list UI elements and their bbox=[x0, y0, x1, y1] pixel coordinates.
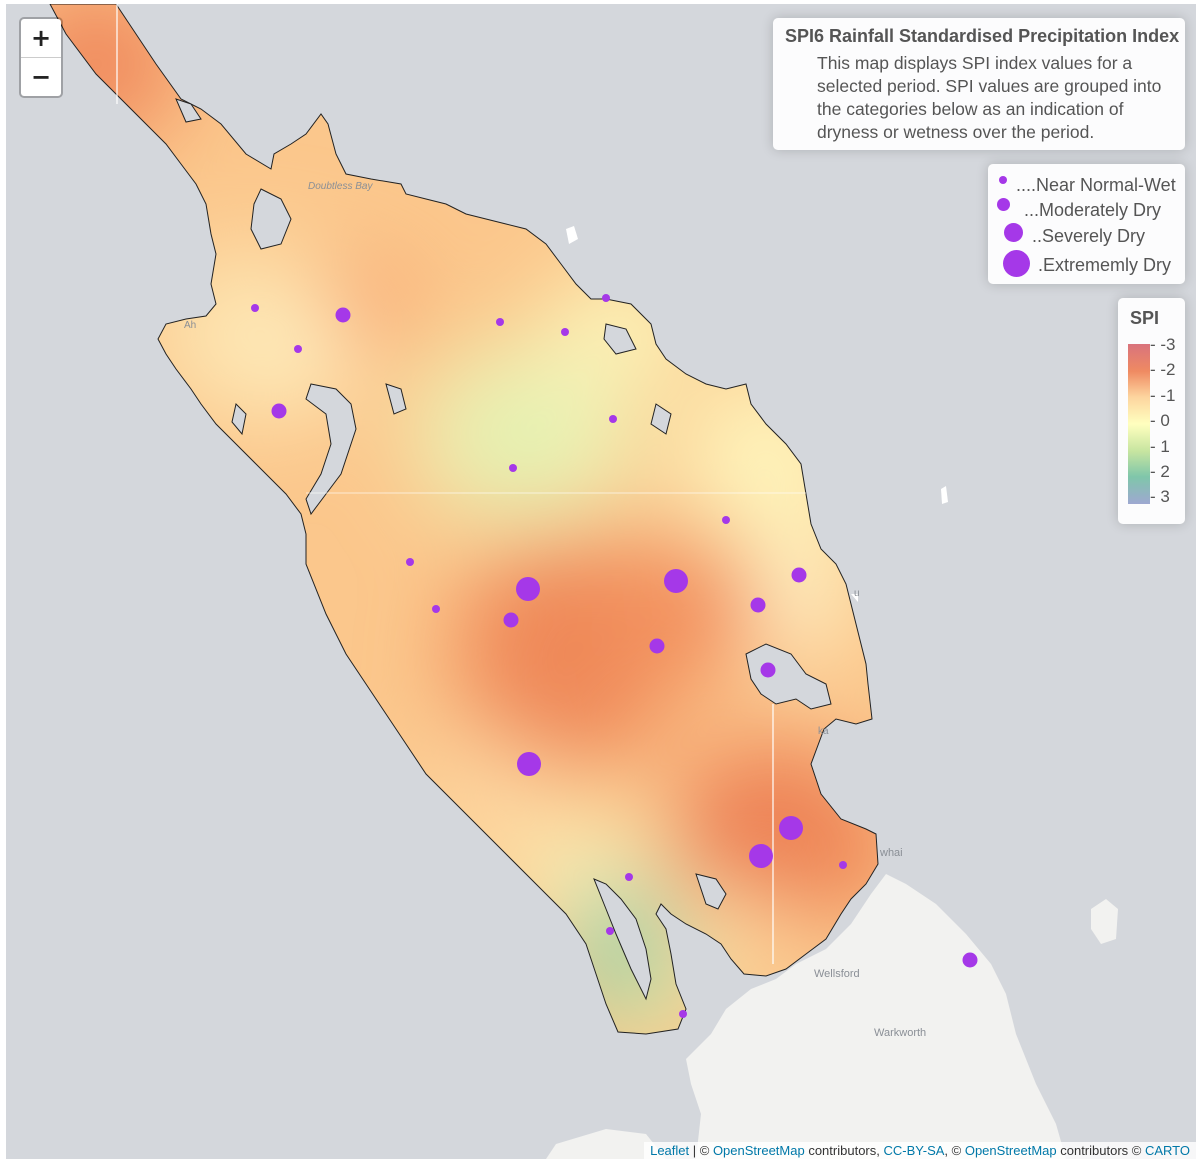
label-whangarei-heads: ka bbox=[818, 726, 829, 737]
ccbysa-link[interactable]: CC-BY-SA bbox=[883, 1143, 945, 1158]
label-warkworth: Warkworth bbox=[874, 1027, 927, 1039]
marker-swatch-xlarge bbox=[1003, 250, 1030, 277]
spi-tick-label: - -1 bbox=[1150, 385, 1176, 405]
spi-tick-label: - 0 bbox=[1150, 411, 1170, 431]
spi-legend-title: SPI bbox=[1130, 308, 1160, 328]
zoom-in-button[interactable]: + bbox=[30, 24, 52, 52]
spi-tick-label: - 1 bbox=[1150, 436, 1170, 456]
osm-link-2[interactable]: OpenStreetMap bbox=[964, 1143, 1057, 1158]
info-title: SPI6 Rainfall Standardised Precipitation… bbox=[785, 26, 1180, 46]
zoom-out-button[interactable]: − bbox=[21, 57, 61, 96]
spi-tick-label: - -2 bbox=[1150, 360, 1176, 380]
spi-legend: SPI - -3 - -2 - -1 - 0 - 1 - 2 - 3 bbox=[1118, 298, 1185, 524]
legend-item-severely-dry: ..Severely Dry bbox=[988, 222, 1185, 246]
zoom-control: + − bbox=[19, 17, 63, 98]
spi-tick-label: - -3 bbox=[1150, 335, 1176, 354]
legend-item-near-normal-wet: ....Near Normal-Wet bbox=[988, 172, 1185, 196]
label-doubtless-bay: Doubtless Bay bbox=[308, 181, 373, 192]
label-wellsford: Wellsford bbox=[814, 968, 860, 980]
label-tutukaka: u bbox=[854, 588, 860, 599]
map-view[interactable]: Doubtless Bay Ah u ka whai Wellsford War… bbox=[6, 4, 1196, 1159]
spi-tick-label: - 3 bbox=[1150, 487, 1170, 507]
marker-swatch-medium bbox=[997, 198, 1010, 211]
info-panel: SPI6 Rainfall Standardised Precipitation… bbox=[773, 18, 1185, 150]
spi-color-ramp bbox=[1128, 344, 1150, 504]
marker-swatch-large bbox=[1004, 223, 1023, 242]
carto-link[interactable]: CARTO bbox=[1144, 1143, 1190, 1158]
leaflet-link[interactable]: Leaflet bbox=[650, 1143, 690, 1158]
osm-link[interactable]: OpenStreetMap bbox=[712, 1143, 805, 1158]
marker-swatch-small bbox=[999, 176, 1007, 184]
legend-item-moderately-dry: ...Moderately Dry bbox=[988, 197, 1185, 221]
category-legend: ....Near Normal-Wet ...Moderately Dry ..… bbox=[988, 164, 1185, 284]
spi-tick-label: - 2 bbox=[1150, 462, 1170, 481]
legend-item-extremely-dry: .Extrememly Dry bbox=[988, 250, 1185, 277]
attribution: Leaflet | © OpenStreetMap contributors, … bbox=[644, 1142, 1196, 1159]
label-ahipara: Ah bbox=[184, 320, 197, 331]
label-mangawhai: whai bbox=[880, 847, 903, 859]
info-description: This map displays SPI index values for a… bbox=[817, 53, 1162, 142]
